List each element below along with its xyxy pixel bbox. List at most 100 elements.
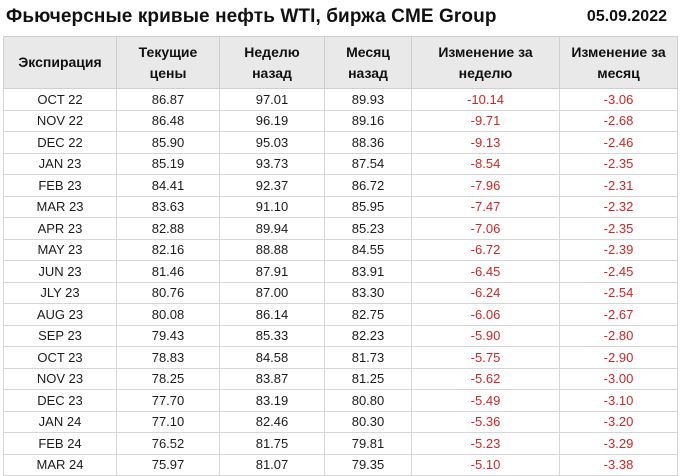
cell-change_week: -5.90 (411, 324, 560, 347)
column-header-expiration: Экспирация (3, 36, 117, 89)
table-row: FEB 24 76.52 81.75 79.81 -5.23 -3.29 (3, 432, 678, 455)
cell-week_ago: 83.19 (219, 389, 325, 412)
cell-week_ago: 97.01 (219, 88, 325, 111)
cell-expiration: JLY 23 (3, 281, 117, 304)
cell-expiration: DEC 23 (3, 389, 117, 412)
table-body: OCT 22 86.87 97.01 89.93 -10.14 -3.06 NOV 22 86… (3, 88, 678, 476)
cell-current_price: 83.63 (116, 195, 220, 218)
cell-month_ago: 83.30 (324, 281, 412, 304)
table-row: NOV 23 78.25 83.87 81.25 -5.62 -3.00 (3, 367, 678, 390)
cell-week_ago: 96.19 (219, 109, 325, 132)
table-row: NOV 22 86.48 96.19 89.16 -9.71 -2.68 (3, 109, 678, 132)
table-row: OCT 22 86.87 97.01 89.93 -10.14 -3.06 (3, 88, 678, 111)
cell-change_week: -5.75 (411, 346, 560, 369)
cell-week_ago: 87.00 (219, 281, 325, 304)
cell-change_week: -8.54 (411, 152, 560, 175)
cell-change_month: -2.32 (559, 195, 678, 218)
table-row: DEC 23 77.70 83.19 80.80 -5.49 -3.10 (3, 389, 678, 412)
cell-month_ago: 89.16 (324, 109, 412, 132)
cell-week_ago: 83.87 (219, 367, 325, 390)
cell-change_week: -10.14 (411, 88, 560, 111)
cell-change_month: -2.35 (559, 217, 678, 240)
cell-current_price: 80.08 (116, 303, 220, 326)
cell-change_week: -6.45 (411, 260, 560, 283)
cell-current_price: 82.16 (116, 238, 220, 261)
cell-change_week: -5.49 (411, 389, 560, 412)
cell-change_month: -2.46 (559, 131, 678, 154)
cell-week_ago: 87.91 (219, 260, 325, 283)
cell-change_week: -6.72 (411, 238, 560, 261)
cell-expiration: JAN 24 (3, 410, 117, 433)
cell-expiration: MAR 24 (3, 453, 117, 476)
cell-month_ago: 86.72 (324, 174, 412, 197)
cell-change_month: -3.29 (559, 432, 678, 455)
table-header-row: Экспирация Текущие цены Неделю назад Мес… (3, 36, 678, 89)
cell-expiration: APR 23 (3, 217, 117, 240)
cell-change_week: -7.06 (411, 217, 560, 240)
cell-change_month: -2.39 (559, 238, 678, 261)
cell-week_ago: 91.10 (219, 195, 325, 218)
table-row: MAR 23 83.63 91.10 85.95 -7.47 -2.32 (3, 195, 678, 218)
cell-current_price: 79.43 (116, 324, 220, 347)
cell-change_month: -3.06 (559, 88, 678, 111)
cell-month_ago: 87.54 (324, 152, 412, 175)
futures-table: Экспирация Текущие цены Неделю назад Мес… (3, 36, 678, 476)
table-row: JAN 24 77.10 82.46 80.30 -5.36 -3.20 (3, 410, 678, 433)
cell-change_week: -9.71 (411, 109, 560, 132)
cell-change_week: -6.24 (411, 281, 560, 304)
cell-change_week: -9.13 (411, 131, 560, 154)
table-row: MAR 24 75.97 81.07 79.35 -5.10 -3.38 (3, 453, 678, 476)
cell-week_ago: 88.88 (219, 238, 325, 261)
cell-change_week: -5.62 (411, 367, 560, 390)
cell-month_ago: 79.35 (324, 453, 412, 476)
report-date: 05.09.2022 (586, 8, 667, 25)
cell-week_ago: 81.75 (219, 432, 325, 455)
cell-month_ago: 80.30 (324, 410, 412, 433)
cell-change_week: -5.36 (411, 410, 560, 433)
cell-current_price: 85.90 (116, 131, 220, 154)
cell-week_ago: 93.73 (219, 152, 325, 175)
cell-week_ago: 85.33 (219, 324, 325, 347)
cell-change_month: -2.31 (559, 174, 678, 197)
cell-current_price: 86.48 (116, 109, 220, 132)
cell-month_ago: 82.75 (324, 303, 412, 326)
cell-month_ago: 81.25 (324, 367, 412, 390)
cell-month_ago: 82.23 (324, 324, 412, 347)
column-header-change-week: Изменение за неделю (411, 36, 560, 89)
cell-expiration: SEP 23 (3, 324, 117, 347)
table-row: AUG 23 80.08 86.14 82.75 -6.06 -2.67 (3, 303, 678, 326)
cell-change_month: -2.45 (559, 260, 678, 283)
cell-current_price: 84.41 (116, 174, 220, 197)
cell-change_month: -3.38 (559, 453, 678, 476)
cell-current_price: 85.19 (116, 152, 220, 175)
cell-expiration: OCT 23 (3, 346, 117, 369)
cell-change_week: -6.06 (411, 303, 560, 326)
table-row: APR 23 82.88 89.94 85.23 -7.06 -2.35 (3, 217, 678, 240)
title-row: Фьючерсные кривые нефть WTI, биржа CME G… (0, 0, 680, 36)
cell-current_price: 86.87 (116, 88, 220, 111)
cell-change_month: -3.10 (559, 389, 678, 412)
cell-month_ago: 83.91 (324, 260, 412, 283)
cell-change_week: -5.10 (411, 453, 560, 476)
cell-change_month: -2.54 (559, 281, 678, 304)
cell-current_price: 75.97 (116, 453, 220, 476)
cell-change_month: -2.68 (559, 109, 678, 132)
table-row: FEB 23 84.41 92.37 86.72 -7.96 -2.31 (3, 174, 678, 197)
cell-current_price: 76.52 (116, 432, 220, 455)
page-title: Фьючерсные кривые нефть WTI, биржа CME G… (6, 6, 497, 27)
cell-expiration: FEB 23 (3, 174, 117, 197)
cell-month_ago: 84.55 (324, 238, 412, 261)
cell-week_ago: 84.58 (219, 346, 325, 369)
cell-change_month: -2.67 (559, 303, 678, 326)
cell-expiration: FEB 24 (3, 432, 117, 455)
cell-expiration: MAR 23 (3, 195, 117, 218)
cell-current_price: 82.88 (116, 217, 220, 240)
cell-month_ago: 85.23 (324, 217, 412, 240)
cell-change_week: -5.23 (411, 432, 560, 455)
cell-week_ago: 82.46 (219, 410, 325, 433)
cell-week_ago: 92.37 (219, 174, 325, 197)
cell-expiration: JAN 23 (3, 152, 117, 175)
cell-week_ago: 86.14 (219, 303, 325, 326)
cell-change_month: -3.00 (559, 367, 678, 390)
cell-change_month: -2.35 (559, 152, 678, 175)
